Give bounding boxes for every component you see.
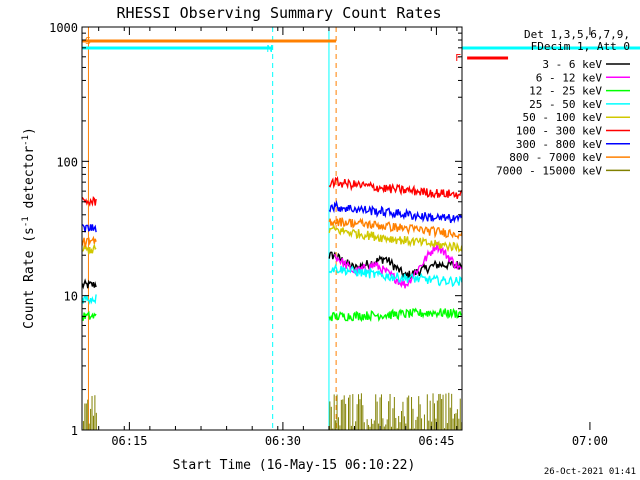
legend-header-line2: FDecim 1, Att 0 (531, 40, 630, 53)
series-line-5-1 (328, 176, 462, 199)
y-tick-label: 10 (64, 290, 78, 304)
series-line-4-0 (82, 242, 97, 255)
legend-label: 800 - 7000 keV (509, 151, 602, 164)
flare-label: F (455, 53, 461, 64)
y-axis-label-part2: detector (22, 146, 37, 217)
legend-label: 6 - 12 keV (536, 71, 603, 84)
legend: Det 1,3,5,6,7,9, FDecim 1, Att 0 3 - 6 k… (496, 28, 630, 177)
series-line-6-1 (328, 200, 462, 224)
x-axis-label: Start Time (16-May-15 06:10:22) (173, 458, 416, 473)
x-tick-label: 06:45 (418, 434, 454, 448)
legend-label: 25 - 50 keV (529, 98, 602, 111)
y-tick-label: 1 (71, 424, 78, 438)
y-tick-label: 1000 (49, 21, 78, 35)
x-tick-label: 06:30 (265, 434, 301, 448)
series-line-6-0 (82, 223, 97, 233)
series-line-5-0 (82, 196, 97, 207)
y-axis-label-part3: ) (22, 127, 37, 135)
plot-frame (81, 26, 463, 431)
legend-label: 300 - 800 keV (516, 138, 602, 151)
y-axis-label-part1: Count Rate (s (22, 227, 37, 329)
x-tick-label: 06:15 (111, 434, 147, 448)
footer-date: 26-Oct-2021 01:41 (544, 467, 636, 477)
series-line-7-1 (328, 217, 462, 240)
x-tick-label: 07:00 (572, 434, 608, 448)
series-line-1-0 (333, 241, 462, 289)
chart-title: RHESSI Observing Summary Count Rates (116, 4, 441, 22)
legend-label: 7000 - 15000 keV (496, 164, 602, 177)
series-line-3-1 (328, 263, 462, 288)
y-tick-label: 100 (56, 155, 78, 169)
plot-area: SNF110100100006:1506:3006:4507:0007:1507… (49, 21, 640, 448)
series-line-2-1 (328, 307, 462, 323)
legend-label: 100 - 300 keV (516, 125, 602, 138)
series-line-0-1 (328, 251, 462, 281)
saa-label: S (85, 36, 91, 47)
series-line-2-0 (82, 310, 97, 321)
y-axis-label-sup1: -1 (21, 216, 31, 227)
series-line-4-1 (328, 223, 462, 254)
legend-label: 12 - 25 keV (529, 85, 602, 98)
series-line-7-0 (82, 235, 97, 248)
legend-header-line1: Det 1,3,5,6,7,9, (524, 28, 630, 41)
series-line-3-0 (82, 294, 97, 305)
legend-label: 3 - 6 keV (542, 58, 602, 71)
y-axis-label-sup2: -1 (21, 135, 31, 146)
night-label: N (267, 44, 273, 55)
series-line-0-0 (82, 278, 97, 290)
y-axis-label: Count Rate (s-1 detector-1) (21, 127, 37, 329)
legend-label: 50 - 100 keV (523, 111, 603, 124)
